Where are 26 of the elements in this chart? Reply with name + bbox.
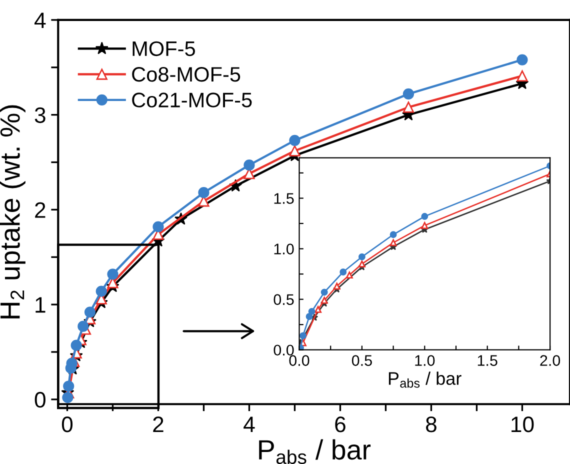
x-tick-label: 8 bbox=[426, 416, 436, 432]
y-tick-label: 3 bbox=[34, 107, 46, 124]
x-tick-label: 0 bbox=[62, 416, 73, 432]
legend-label: Co21-MOF-5 bbox=[132, 92, 252, 108]
y-tick-label: 1.5 bbox=[274, 193, 294, 204]
x-tick-label: 0.5 bbox=[352, 355, 372, 366]
legend-label: MOF-5 bbox=[132, 41, 195, 56]
y-tick-label: 0.5 bbox=[274, 294, 294, 305]
y-tick-label: 1.0 bbox=[274, 244, 294, 254]
y-tick-label: 4 bbox=[34, 12, 46, 28]
x-tick-label: 4 bbox=[244, 416, 255, 432]
x-axis-title: P$_{abs}$ / bar bbox=[388, 372, 462, 388]
x-tick-label: 2.0 bbox=[540, 355, 560, 366]
x-tick-label: 1.5 bbox=[478, 355, 498, 366]
x-tick-label: 0.0 bbox=[289, 355, 310, 366]
y-axis-title: H$_{2}$ uptake (wt. %) bbox=[0, 105, 26, 318]
x-tick-label: 6 bbox=[335, 416, 346, 432]
y-tick-label: 2 bbox=[35, 202, 46, 218]
y-tick-label: 0 bbox=[34, 392, 46, 408]
x-axis-title: P$_{abs}$ / bar bbox=[259, 439, 371, 464]
x-tick-label: 2 bbox=[153, 416, 164, 432]
y-tick-label: 1 bbox=[36, 297, 46, 313]
legend-label: Co8-MOF-5 bbox=[132, 67, 240, 82]
y-tick-label: 0.0 bbox=[274, 344, 294, 356]
x-tick-label: 10 bbox=[512, 416, 534, 432]
x-tick-label: 1.0 bbox=[415, 355, 435, 366]
